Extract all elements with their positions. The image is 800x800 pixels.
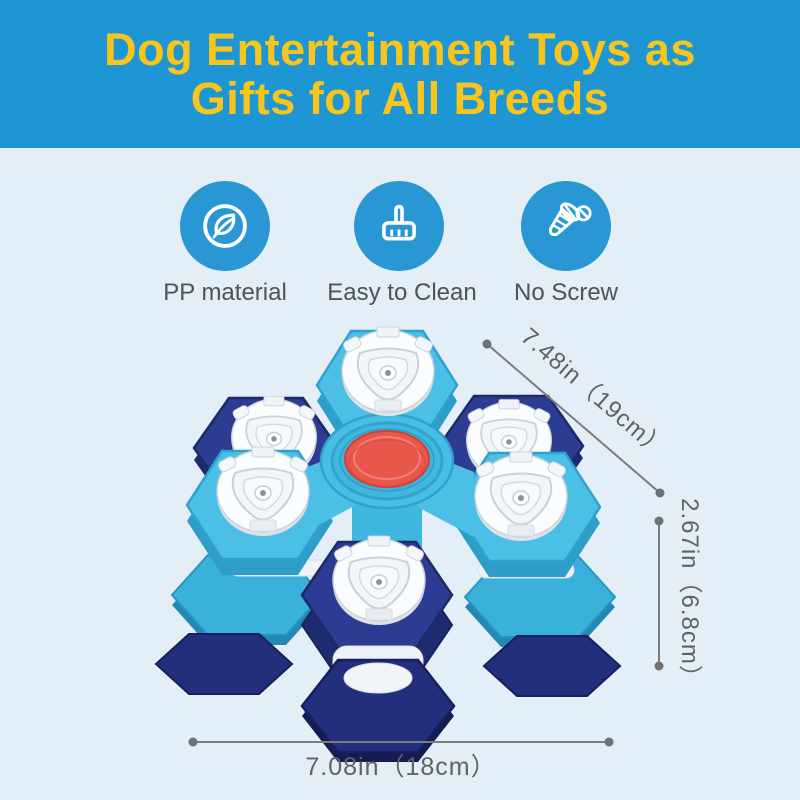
dim-label-bottom-width: 7.08in（18cm） [305,753,496,781]
dim-endpoint-dot [654,516,664,526]
dim-endpoint-dot [604,737,614,747]
no-screw-icon [548,202,592,237]
dim-endpoint-dot [655,488,665,498]
leaf-icon [203,204,247,248]
feature-label-no-screw: No Screw [513,279,619,306]
dim-bottom-width: 7.08in（18cm） [188,737,614,781]
brush-icon [382,204,416,241]
toy-front-stack [300,535,456,762]
feature-label-easy-clean: Easy to Clean [327,279,477,306]
feature-badge-easy-clean [354,181,444,271]
feature-badge-pp-material [180,181,270,271]
dog-puzzle-toy [154,326,622,762]
dim-side-height: 2.67in（6.8cm） [654,498,703,690]
header-banner: Dog Entertainment Toys as Gifts for All … [0,0,800,148]
page-title-line1: Dog Entertainment Toys as [104,24,696,75]
feature-badge-no-screw [521,181,611,271]
dim-label-side-height: 2.67in（6.8cm） [676,498,703,690]
red-center-button [344,430,430,488]
dim-endpoint-dot [654,661,664,671]
page-title-line2: Gifts for All Breeds [190,73,610,124]
feature-label-pp-material: PP material [163,279,287,306]
dim-endpoint-dot [482,339,492,349]
dim-endpoint-dot [188,737,198,747]
toy-top-layer [185,326,602,577]
